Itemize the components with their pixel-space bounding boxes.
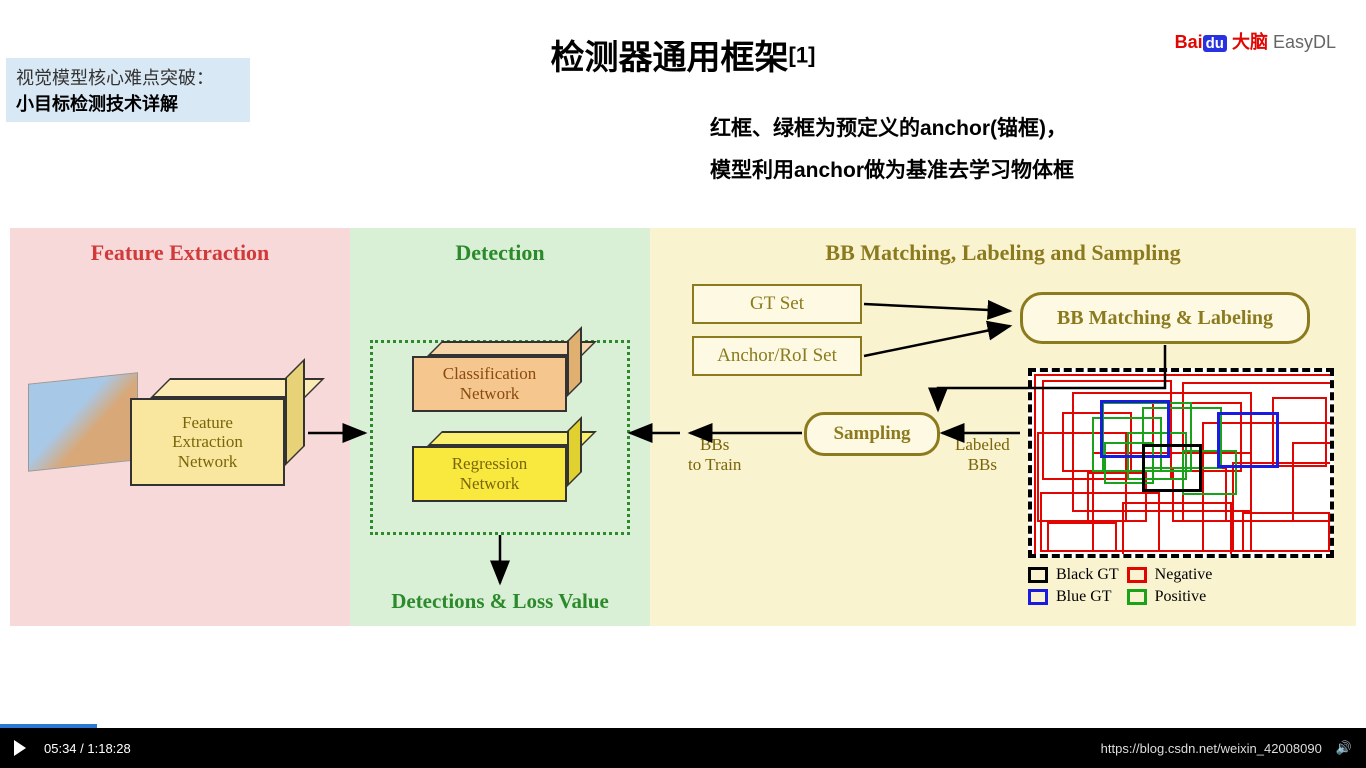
- legend-blue: Blue GT: [1056, 588, 1119, 606]
- bb-header: BB Matching, Labeling and Sampling: [650, 240, 1356, 266]
- matching-box: BB Matching & Labeling: [1020, 292, 1310, 344]
- video-controls: 05:34 / 1:18:28 https://blog.csdn.net/we…: [0, 728, 1366, 768]
- title: 检测器通用框架[1]: [0, 30, 1366, 79]
- logo-du: du: [1203, 35, 1227, 52]
- video-time: 05:34 / 1:18:28: [44, 741, 131, 756]
- panel-detection: Detection ClassificationNetwork Regressi…: [350, 228, 650, 626]
- logo-brain: 大脑: [1232, 32, 1268, 52]
- reg-cube-label: RegressionNetwork: [412, 446, 567, 502]
- fe-header: Feature Extraction: [10, 240, 350, 266]
- legend-pos: Positive: [1155, 588, 1213, 606]
- logo-easydl: EasyDL: [1268, 32, 1336, 52]
- det-header: Detection: [350, 240, 650, 266]
- title-main: 检测器通用框架: [551, 39, 789, 77]
- slide: 视觉模型核心难点突破： 小目标检测技术详解 检测器通用框架[1] Baidu 大…: [0, 0, 1366, 728]
- subtitle: 红框、绿框为预定义的anchor(锚框)， 模型利用anchor做为基准去学习物…: [710, 108, 1330, 192]
- diagram: Feature Extraction FeatureExtractionNetw…: [10, 228, 1356, 626]
- legend-black-sw: [1028, 567, 1048, 583]
- cls-cube-label: ClassificationNetwork: [412, 356, 567, 412]
- logo: Baidu 大脑 EasyDL: [1175, 28, 1336, 54]
- anchor-set-box: Anchor/RoI Set: [692, 336, 862, 376]
- subtitle-1: 红框、绿框为预定义的anchor(锚框)，: [710, 108, 1330, 150]
- fe-cube-label: FeatureExtractionNetwork: [130, 398, 285, 486]
- legend-black: Black GT: [1056, 566, 1119, 584]
- bbs-train-label: BBsto Train: [688, 435, 741, 474]
- title-ref: [1]: [789, 43, 816, 68]
- gt-set-box: GT Set: [692, 284, 862, 324]
- panel-bb: BB Matching, Labeling and Sampling GT Se…: [650, 228, 1356, 626]
- corner-line2: 小目标检测技术详解: [16, 90, 240, 116]
- det-output: Detections & Loss Value: [350, 589, 650, 614]
- legend-pos-sw: [1127, 589, 1147, 605]
- logo-bai: Bai: [1175, 32, 1203, 52]
- subtitle-2: 模型利用anchor做为基准去学习物体框: [710, 150, 1330, 192]
- watermark: https://blog.csdn.net/weixin_42008090: [1101, 741, 1322, 756]
- labeled-bbs-label: LabeledBBs: [955, 435, 1010, 474]
- volume-icon[interactable]: 🔊: [1336, 740, 1352, 756]
- input-image-placeholder: [28, 372, 138, 472]
- legend: Black GT Negative Blue GT Positive: [1028, 566, 1212, 606]
- legend-neg: Negative: [1155, 566, 1213, 584]
- panel-feature-extraction: Feature Extraction FeatureExtractionNetw…: [10, 228, 350, 626]
- legend-neg-sw: [1127, 567, 1147, 583]
- sampling-box: Sampling: [804, 412, 940, 456]
- play-button[interactable]: [14, 740, 26, 756]
- legend-blue-sw: [1028, 589, 1048, 605]
- bb-visualization: [1028, 368, 1334, 558]
